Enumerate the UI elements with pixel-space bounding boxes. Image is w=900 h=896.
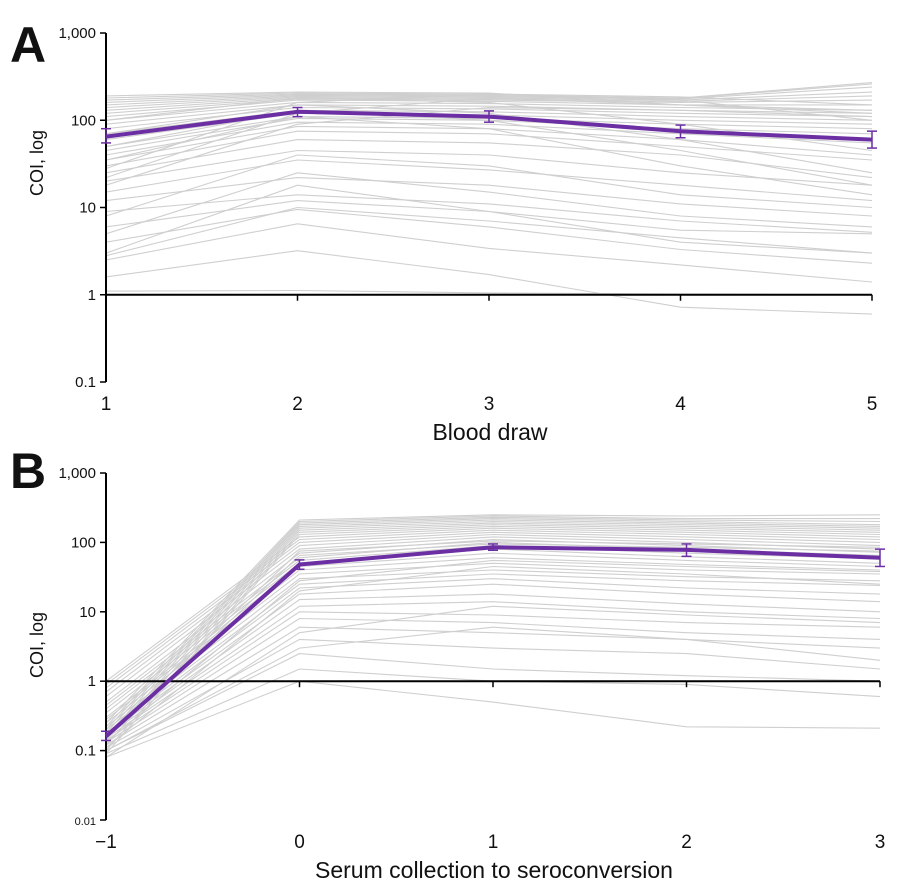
individual-trace — [105, 573, 881, 731]
panel-b-mean-series — [101, 543, 885, 742]
individual-trace — [105, 593, 881, 737]
individual-trace — [105, 101, 873, 121]
individual-trace — [105, 518, 881, 734]
individual-trace — [105, 626, 881, 746]
panel-b-chart: B 0.01 0.1 1 10 100 1,000 −1 0 1 2 3 COI, log Seru… — [10, 443, 885, 883]
individual-trace — [105, 516, 881, 731]
x-tick-label: 5 — [867, 394, 878, 415]
panel-a-letter: A — [10, 17, 46, 73]
panel-b-x-axis-label: Serum collection to seroconversion — [315, 857, 673, 883]
error-bar — [867, 130, 877, 149]
x-tick-label: −1 — [95, 832, 117, 853]
individual-trace — [105, 172, 873, 235]
error-bar — [101, 127, 111, 144]
individual-trace — [105, 93, 873, 170]
individual-trace — [105, 98, 873, 114]
individual-trace — [105, 543, 881, 739]
individual-trace — [105, 531, 881, 689]
panel-b-axes: 0.01 0.1 1 10 100 1,000 −1 0 1 2 3 — [58, 465, 885, 853]
y-tick-label: 10 — [79, 604, 96, 621]
y-tick-label: 1 — [88, 287, 96, 304]
x-tick-label: 2 — [681, 832, 692, 853]
individual-trace — [105, 524, 881, 751]
individual-trace — [105, 611, 881, 741]
individual-trace — [105, 116, 873, 196]
error-bar — [101, 730, 111, 742]
individual-trace — [105, 91, 873, 114]
individual-trace — [105, 522, 881, 746]
individual-trace — [105, 680, 881, 758]
panel-a-y-axis-label: COI, log — [27, 130, 47, 196]
y-tick-label: 0.1 — [75, 374, 96, 391]
individual-trace — [105, 514, 881, 724]
x-tick-label: 2 — [292, 394, 303, 415]
individual-trace — [105, 200, 873, 235]
individual-trace — [105, 538, 881, 703]
individual-trace — [105, 565, 881, 749]
y-tick-label: 100 — [71, 534, 96, 551]
individual-trace — [105, 520, 881, 741]
individual-trace — [105, 617, 881, 744]
individual-trace — [105, 540, 881, 735]
y-tick-label: 0.01 — [75, 816, 96, 828]
individual-trace — [105, 601, 881, 739]
x-tick-label: 0 — [294, 832, 305, 853]
individual-trace — [105, 149, 873, 186]
individual-trace — [105, 206, 873, 257]
x-tick-label: 1 — [488, 832, 499, 853]
individual-trace — [105, 159, 873, 202]
error-bar — [484, 110, 494, 123]
individual-trace — [105, 223, 873, 283]
panel-a-mean-series — [101, 106, 877, 149]
error-bar — [681, 543, 692, 558]
error-bar — [294, 559, 305, 571]
individual-trace — [105, 525, 881, 755]
individual-trace — [105, 583, 881, 736]
individual-trace — [105, 86, 873, 106]
error-bar — [675, 124, 686, 139]
error-bar — [488, 543, 498, 552]
individual-trace — [105, 515, 880, 728]
individual-trace — [105, 626, 881, 752]
panel-b-letter: B — [10, 443, 46, 499]
individual-trace — [105, 557, 881, 721]
individual-trace — [105, 82, 873, 101]
panel-a-axes: 0.1 1 10 100 1,000 1 2 3 4 5 — [58, 25, 877, 415]
x-tick-label: 4 — [675, 394, 686, 415]
individual-trace — [105, 638, 881, 749]
individual-trace — [105, 208, 873, 264]
individual-trace — [105, 177, 873, 217]
individual-trace — [105, 559, 881, 744]
individual-trace — [105, 154, 873, 217]
individual-trace — [105, 653, 881, 752]
individual-trace — [105, 194, 873, 233]
x-tick-label: 1 — [101, 394, 112, 415]
error-bar — [875, 548, 885, 568]
y-tick-label: 1,000 — [58, 465, 96, 482]
individual-trace — [105, 605, 881, 758]
panel-a-x-axis-label: Blood draw — [432, 419, 547, 445]
panel-a-chart: A 0.1 1 10 100 1,000 1 2 3 4 5 COI, log Blood dra… — [10, 17, 877, 445]
panel-b-individual-lines — [105, 514, 881, 758]
panel-b-y-axis-label: COI, log — [27, 612, 47, 678]
x-tick-label: 3 — [875, 832, 886, 853]
y-tick-label: 100 — [71, 112, 96, 129]
individual-trace — [105, 578, 881, 734]
individual-trace — [105, 184, 873, 254]
individual-trace — [105, 250, 873, 315]
y-tick-label: 1 — [88, 673, 96, 690]
individual-trace — [105, 104, 873, 125]
individual-trace — [105, 106, 873, 186]
y-tick-label: 1,000 — [58, 25, 96, 42]
x-tick-label: 3 — [484, 394, 495, 415]
y-tick-label: 0.1 — [75, 743, 96, 760]
individual-trace — [105, 121, 873, 156]
individual-trace — [105, 569, 881, 728]
individual-trace — [105, 83, 873, 103]
error-bar — [292, 106, 303, 118]
y-tick-label: 10 — [79, 200, 96, 217]
individual-trace — [105, 519, 881, 737]
individual-trace — [105, 527, 881, 682]
